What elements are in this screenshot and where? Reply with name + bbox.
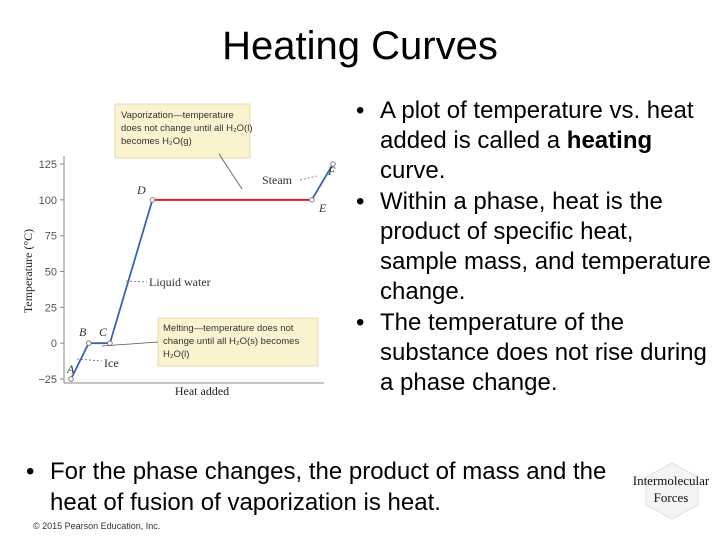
x-axis-label: Heat added xyxy=(175,384,229,398)
y-tick-label: −25 xyxy=(38,374,57,386)
y-tick-label: 75 xyxy=(45,231,57,243)
point-label-f: F xyxy=(327,164,336,178)
melting-callout-line2: change until all H₂O(s) becomes xyxy=(163,336,299,347)
chapter-badge: Intermolecular Forces xyxy=(628,462,718,520)
bold-term-heating: heating xyxy=(566,127,653,154)
point-label-b: B xyxy=(79,325,87,339)
badge-text: Intermolecular Forces xyxy=(632,473,710,505)
ice-label: Ice xyxy=(104,356,119,370)
copyright-footer: © 2015 Pearson Education, Inc. xyxy=(33,521,161,531)
curve-segment xyxy=(109,199,154,344)
curve-point xyxy=(107,340,113,346)
vaporization-callout xyxy=(114,103,251,159)
heating-curve-figure: 125 100 75 50 25 0 −25 Temperature (°C) Heat a… xyxy=(21,103,336,398)
y-tick-label: 25 xyxy=(45,302,57,314)
slide-title: Heating Curves xyxy=(222,24,498,68)
point-label-e: E xyxy=(318,201,327,215)
right-bullet-list: A plot of temperature vs. heat added is … xyxy=(352,96,712,399)
curve-point xyxy=(149,197,156,203)
y-tick-label: 100 xyxy=(39,195,57,207)
liquid-water-label: Liquid water xyxy=(149,275,211,289)
badge-hexagon-icon xyxy=(645,462,699,520)
bullet-within-phase: Within a phase, heat is the product of s… xyxy=(352,187,712,307)
bullet-phase-change-heat: For the phase changes, the product of ma… xyxy=(26,456,626,518)
y-tick-label: 50 xyxy=(45,267,57,279)
curve-segment xyxy=(310,163,334,201)
vaporization-pointer xyxy=(218,153,243,190)
curve-segment xyxy=(70,342,90,380)
liquid-leader xyxy=(125,280,148,283)
curve-point xyxy=(330,161,336,167)
vaporization-callout-line3: becomes H₂O(g) xyxy=(121,136,192,147)
melting-pointer xyxy=(101,341,159,347)
curve-point xyxy=(309,197,315,203)
melting-callout-line3: H₂O(l) xyxy=(163,349,189,360)
steam-leader xyxy=(299,175,318,181)
bullet-heating-curve: A plot of temperature vs. heat added is … xyxy=(352,96,712,186)
y-tick-group: 125 100 75 50 25 0 −25 xyxy=(38,159,64,386)
y-tick-label: 125 xyxy=(39,159,57,171)
y-axis-label: Temperature (°C) xyxy=(21,229,35,313)
ice-leader xyxy=(76,358,103,362)
melting-callout-line1: Melting—temperature does not xyxy=(163,323,294,334)
bullet-phase-change: The temperature of the substance does no… xyxy=(352,308,712,398)
y-tick-label: 0 xyxy=(51,338,57,350)
point-label-c: C xyxy=(99,325,108,339)
curve-point xyxy=(68,376,74,382)
vaporization-callout-line2: does not change until all H₂O(l) xyxy=(121,123,252,134)
steam-label: Steam xyxy=(262,173,293,187)
vaporization-callout-line1: Vaporization—temperature xyxy=(121,110,234,121)
curve-point xyxy=(85,340,92,346)
bottom-bullet-list: For the phase changes, the product of ma… xyxy=(26,456,626,518)
point-label-a: A xyxy=(66,362,75,376)
point-label-d: D xyxy=(136,183,146,197)
